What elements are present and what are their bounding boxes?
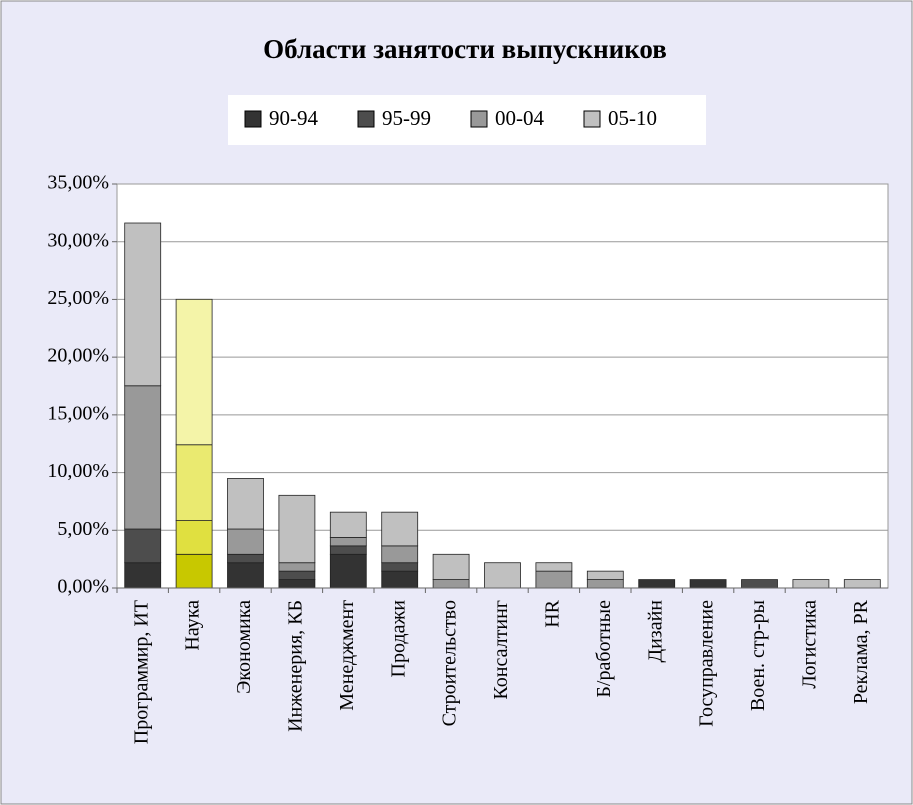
- x-tick-label: Программир, ИТ: [130, 600, 152, 744]
- bar-segment: [278, 579, 316, 589]
- legend-label: 00-04: [495, 106, 544, 130]
- bar-segment: [124, 528, 162, 564]
- legend-swatch: [470, 110, 488, 128]
- x-tick-label: Инженерия, КБ: [284, 600, 306, 732]
- bar-segment: [586, 579, 624, 589]
- bar-segment: [329, 511, 367, 538]
- chart-title: Области занятости выпускников: [263, 34, 667, 64]
- y-tick-label: 5,00%: [57, 518, 109, 540]
- bar-segment: [381, 511, 419, 547]
- x-tick-label: HR: [541, 599, 563, 627]
- bar-segment: [586, 570, 624, 580]
- bar-segment: [484, 562, 521, 589]
- legend-swatch: [357, 110, 375, 128]
- bar-segment: [792, 579, 830, 589]
- bar-segment: [329, 537, 367, 547]
- bar-segment: [689, 579, 727, 589]
- x-tick-label: Строительство: [439, 600, 461, 726]
- bar-segment: [381, 570, 419, 589]
- bar-segment: [124, 222, 162, 387]
- bar-segment: [535, 570, 573, 589]
- bar-segment: [227, 528, 264, 555]
- bar-segment: [381, 545, 419, 564]
- y-tick-label: 30,00%: [47, 229, 109, 251]
- bar-segment: [843, 579, 881, 589]
- y-tick-label: 20,00%: [47, 345, 109, 367]
- legend-swatch: [244, 110, 262, 128]
- bar-segment: [638, 579, 676, 589]
- x-tick-label: Консалтинг: [490, 600, 512, 700]
- bar-segment: [175, 553, 213, 589]
- x-tick-label: Госуправление: [696, 600, 718, 727]
- x-tick-label: Продажи: [387, 600, 409, 678]
- legend: [228, 95, 706, 145]
- bar-segment: [175, 520, 213, 555]
- bar-segment: [535, 562, 573, 572]
- x-tick-label: Логистика: [798, 600, 820, 689]
- legend-label: 90-94: [269, 106, 318, 130]
- bar-segment: [124, 385, 162, 530]
- bar-segment: [432, 553, 470, 580]
- legend-label: 05-10: [608, 106, 657, 130]
- x-tick-label: Менеджмент: [336, 600, 358, 711]
- x-tick-label: Реклама, PR: [850, 599, 872, 704]
- x-tick-label: Воен. стр-ры: [747, 600, 769, 711]
- x-tick-label: Дизайн: [644, 600, 666, 663]
- bar-segment: [227, 478, 264, 530]
- bar-segment: [227, 562, 264, 589]
- bar-segment: [124, 562, 162, 589]
- bar-segment: [278, 562, 316, 572]
- bar-segment: [381, 562, 419, 572]
- y-tick-label: 25,00%: [47, 287, 109, 309]
- x-tick-label: Экономика: [233, 600, 255, 694]
- bar-segment: [175, 298, 213, 446]
- y-tick-label: 0,00%: [57, 576, 109, 598]
- y-tick-label: 10,00%: [47, 460, 109, 482]
- y-tick-label: 15,00%: [47, 402, 109, 424]
- bar-segment: [227, 553, 264, 564]
- bar-segment: [741, 579, 778, 589]
- x-tick-label: Б/работные: [593, 600, 615, 698]
- x-tick-label: Наука: [182, 600, 204, 651]
- legend-swatch: [583, 110, 601, 128]
- bar-segment: [278, 494, 316, 564]
- y-tick-label: 35,00%: [47, 172, 109, 194]
- bar-segment: [175, 444, 213, 521]
- legend-label: 95-99: [382, 106, 431, 130]
- bar-segment: [432, 579, 470, 589]
- bar-segment: [329, 553, 367, 589]
- bar-segment: [329, 545, 367, 555]
- bar-segment: [278, 570, 316, 580]
